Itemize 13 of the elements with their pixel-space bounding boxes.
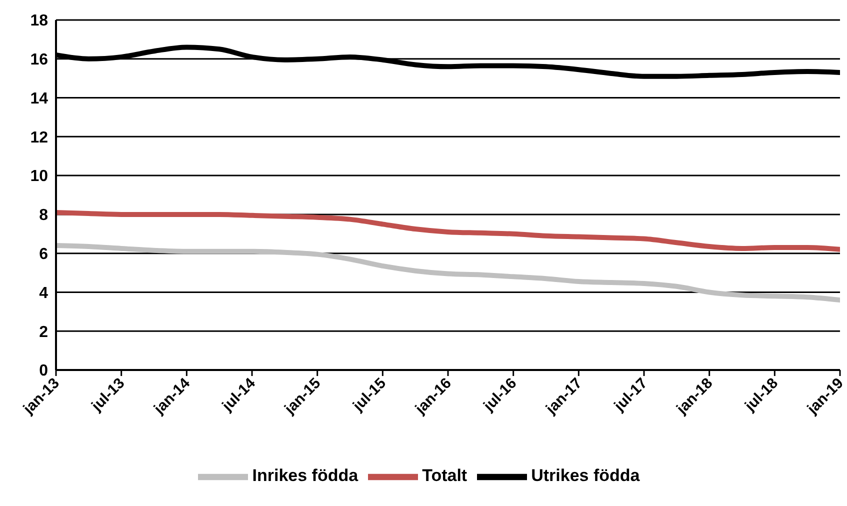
y-tick-label: 18 [30,12,48,30]
legend-label: Utrikes födda [531,466,640,486]
y-tick-label: 14 [30,90,48,108]
y-tick-label: 0 [39,362,48,380]
y-tick-label: 4 [39,284,48,302]
y-tick-label: 10 [30,168,48,186]
y-tick-label: 12 [30,129,48,146]
y-tick-label: 2 [39,324,48,341]
legend-label: Inrikes födda [252,466,358,486]
y-tick-label: 8 [39,207,48,224]
y-tick-label: 6 [39,246,48,264]
y-tick-label: 16 [30,52,48,69]
legend-label: Totalt [422,466,468,486]
